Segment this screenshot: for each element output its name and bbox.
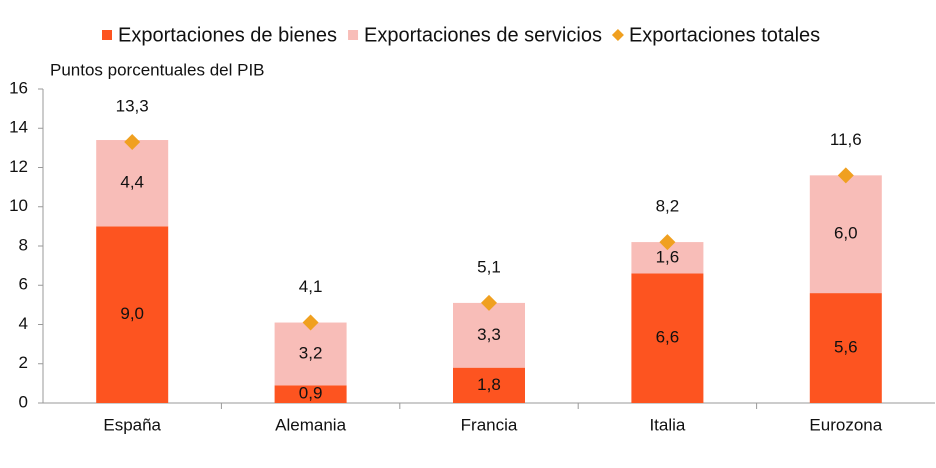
legend-label: Exportaciones totales (629, 24, 820, 46)
total-marker (302, 314, 319, 331)
total-marker (837, 167, 854, 184)
total-marker (659, 234, 676, 251)
value-label: 3,3 (477, 325, 501, 344)
x-tick-label: Alemania (275, 415, 346, 434)
legend-marker (348, 30, 359, 40)
total-label: 4,1 (299, 277, 323, 296)
y-tick-label: 6 (19, 275, 28, 294)
bar-segment (809, 293, 882, 403)
bar-segment (96, 226, 169, 403)
bar-segment (453, 367, 525, 403)
total-label: 11,6 (830, 130, 862, 149)
value-label: 4,4 (120, 173, 144, 192)
total-marker (481, 294, 497, 311)
y-tick-label: 14 (9, 118, 28, 137)
y-axis-label: Puntos porcentuales del PIB (50, 60, 265, 79)
value-label: 1,6 (656, 247, 680, 266)
value-label: 9,0 (120, 304, 144, 323)
x-tick-label: Francia (461, 415, 518, 434)
value-label: 6,0 (834, 224, 858, 243)
value-label: 3,2 (299, 343, 323, 362)
bar-segment (809, 175, 882, 294)
legend-marker (102, 30, 112, 40)
value-label: 1,8 (477, 375, 501, 394)
value-label: 5,6 (834, 338, 858, 357)
x-tick-label: Eurozona (809, 415, 882, 434)
value-label: 6,6 (656, 328, 680, 347)
y-tick-label: 10 (9, 196, 28, 215)
y-tick-label: 0 (19, 392, 28, 411)
bar-segment (274, 322, 347, 386)
total-label: 5,1 (477, 257, 501, 276)
y-tick-label: 2 (19, 353, 28, 372)
total-label: 8,2 (656, 197, 680, 216)
y-tick-label: 12 (9, 157, 28, 176)
x-tick-label: España (103, 415, 161, 434)
bar-segment (631, 273, 704, 403)
legend-label: Exportaciones de bienes (118, 24, 337, 46)
y-tick-label: 16 (9, 78, 28, 97)
bar-segment (453, 302, 525, 368)
x-tick-label: Italia (649, 415, 685, 434)
y-tick-label: 4 (19, 314, 28, 333)
bar-segment (274, 385, 347, 403)
legend-label: Exportaciones de servicios (364, 24, 602, 46)
bar-segment (96, 140, 169, 227)
value-label: 0,9 (299, 384, 323, 403)
total-marker (124, 133, 141, 150)
y-tick-label: 8 (19, 235, 28, 254)
legend-marker (611, 29, 624, 41)
total-label: 13,3 (116, 96, 149, 115)
